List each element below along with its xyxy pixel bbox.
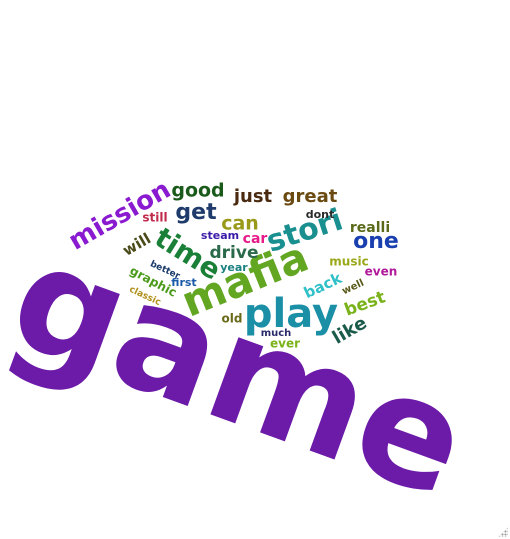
word-steam: steam bbox=[201, 229, 239, 242]
word-one: one bbox=[353, 229, 399, 254]
word-ever: ever bbox=[270, 337, 300, 351]
word-music: music bbox=[329, 255, 368, 269]
word-great: great bbox=[283, 186, 338, 207]
word-dont: dont bbox=[306, 208, 335, 221]
word-even: even bbox=[365, 265, 398, 279]
word-old: old bbox=[222, 312, 243, 326]
word-realli: realli bbox=[350, 220, 390, 236]
word-drive: drive bbox=[210, 243, 259, 263]
word-get: get bbox=[175, 200, 217, 225]
word-play: play bbox=[244, 291, 338, 337]
word-much: much bbox=[261, 328, 292, 339]
word-car: car bbox=[243, 231, 268, 247]
word-good: good bbox=[171, 180, 224, 202]
resize-grip-icon[interactable] bbox=[498, 527, 508, 537]
word-year: year bbox=[220, 261, 248, 274]
word-first: first bbox=[171, 276, 196, 289]
word-stori: stori bbox=[262, 202, 347, 259]
word-still: still bbox=[142, 211, 167, 225]
word-can: can bbox=[221, 213, 259, 235]
word-just: just bbox=[233, 186, 273, 207]
